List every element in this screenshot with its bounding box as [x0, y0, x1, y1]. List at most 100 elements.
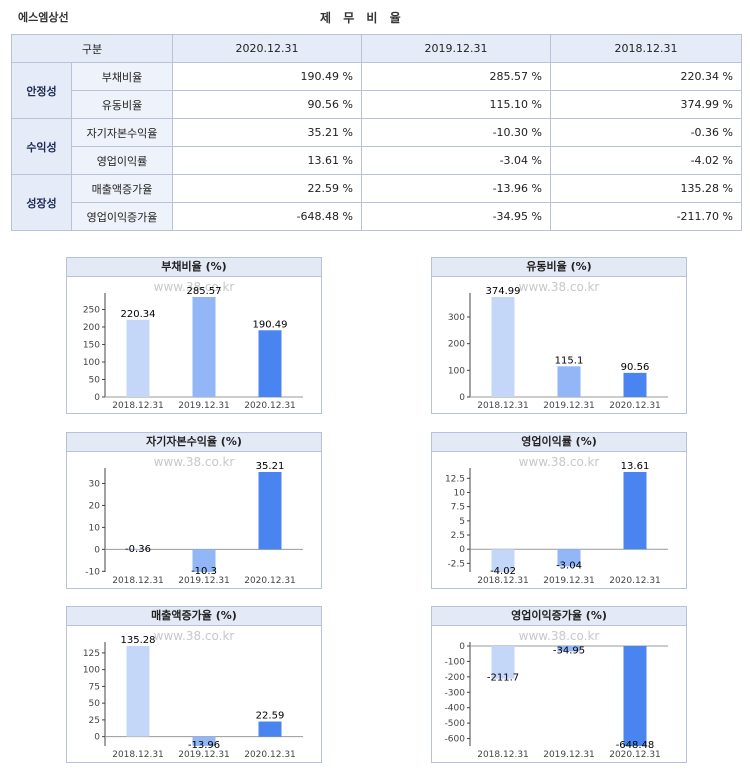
data-label: 90.56 [621, 362, 650, 373]
financial-ratio-table: 구분 2020.12.31 2019.12.31 2018.12.31 안정성 … [11, 34, 742, 231]
row-label: 매출액증가율 [71, 174, 173, 203]
y-tick-label: -200 [445, 673, 466, 683]
data-label: -648.48 [616, 740, 655, 751]
header-category: 구분 [11, 34, 173, 63]
y-tick-label: 0 [459, 545, 465, 555]
table-cell: -648.48 % [172, 202, 362, 231]
chart-plot: www.38.co.kr 0 50 100 150 200 250 220.34 2018.12… [83, 280, 303, 411]
table-cell: -0.36 % [550, 118, 742, 147]
data-label: -4.02 [490, 566, 516, 577]
y-tick-label: 5 [459, 517, 465, 527]
y-tick-label: 25 [89, 716, 100, 726]
x-tick-label: 2018.12.31 [477, 401, 529, 411]
row-label: 자기자본수익율 [71, 118, 173, 147]
x-tick-label: 2020.12.31 [244, 401, 296, 411]
chart-plot: www.38.co.kr 0 25 50 75 100 125 135.28 2018.12.3… [83, 629, 303, 760]
table-row: 성장성 매출액증가율 22.59 % -13.96 % 135.28 % [11, 174, 742, 231]
bar [192, 549, 216, 572]
x-tick-label: 2020.12.31 [244, 576, 296, 586]
x-tick-label: 2018.12.31 [112, 750, 164, 760]
watermark: www.38.co.kr [154, 455, 235, 469]
bar [623, 646, 647, 746]
chart-operating-profit-growth: 영업이익증가율 (%) www.38.co.kr 0 -100 -200 -300 -40… [431, 606, 687, 763]
watermark: www.38.co.kr [154, 629, 235, 643]
y-tick-label: 50 [89, 699, 101, 709]
table-cell: 90.56 % [172, 90, 362, 119]
data-label: 135.28 [121, 635, 156, 646]
y-tick-label: 100 [448, 366, 465, 376]
x-tick-label: 2018.12.31 [477, 750, 529, 760]
x-tick-label: 2020.12.31 [609, 576, 661, 586]
data-label: 115.1 [555, 355, 584, 366]
group-label: 안정성 [11, 62, 72, 119]
y-tick-label: -500 [445, 719, 466, 729]
x-tick-label: 2019.12.31 [178, 750, 230, 760]
y-tick-label: -2.5 [447, 559, 465, 569]
bar [126, 319, 150, 397]
y-tick-label: -300 [445, 688, 466, 698]
table-cell: -10.30 % [361, 118, 551, 147]
bar [126, 646, 150, 737]
bar [192, 297, 216, 397]
data-label: 13.61 [621, 461, 650, 472]
table-row: 수익성 자기자본수익율 35.21 % -10.30 % -0.36 % [11, 118, 742, 175]
chart-plot: www.38.co.kr -2.5 0 2.5 5 7.5 10 12.5 -4.022018.… [445, 455, 668, 586]
x-tick-label: 2019.12.31 [543, 401, 595, 411]
chart-title: 유동비율 (%) [432, 258, 686, 277]
y-tick-label: 75 [89, 682, 100, 692]
x-tick-label: 2018.12.31 [112, 401, 164, 411]
table-cell: 22.59 % [172, 174, 362, 203]
x-tick-label: 2018.12.31 [112, 576, 164, 586]
x-tick-label: 2018.12.31 [477, 576, 529, 586]
y-tick-label: 0 [94, 545, 100, 555]
table-cell: -3.04 % [361, 146, 551, 175]
chart-title: 자기자본수익율 (%) [67, 433, 321, 452]
table-cell: 13.61 % [172, 146, 362, 175]
y-tick-label: 250 [83, 305, 100, 315]
y-tick-label: 2.5 [451, 531, 465, 541]
table-cell: 190.49 % [172, 62, 362, 91]
watermark: www.38.co.kr [519, 280, 600, 294]
chart-sales-growth: 매출액증가율 (%) www.38.co.kr 0 25 50 75 100 125 135.… [66, 606, 322, 763]
x-tick-label: 2019.12.31 [543, 750, 595, 760]
y-tick-label: 125 [83, 649, 100, 659]
y-tick-label: -600 [445, 735, 466, 745]
table-cell: 374.99 % [550, 90, 742, 119]
data-label: -211.7 [487, 673, 519, 684]
table-row: 영업이익증가율 -648.48 % -34.95 % -211.70 % [12, 202, 742, 231]
bar [491, 646, 515, 679]
y-tick-label: -10 [85, 567, 100, 577]
y-tick-label: -400 [445, 704, 466, 714]
chart-title: 영업이익률 (%) [432, 433, 686, 452]
y-tick-label: 7.5 [451, 503, 465, 513]
table-cell: 35.21 % [172, 118, 362, 147]
bar [557, 549, 581, 567]
y-tick-label: 300 [448, 313, 465, 323]
chart-plot: www.38.co.kr 0 -100 -200 -300 -400 -500 -600 -21… [445, 629, 668, 760]
table-cell: 285.57 % [361, 62, 551, 91]
bar [623, 372, 647, 397]
x-tick-label: 2020.12.31 [244, 750, 296, 760]
y-tick-label: -100 [445, 657, 466, 667]
x-tick-label: 2020.12.31 [609, 401, 661, 411]
table-cell: 220.34 % [550, 62, 742, 91]
table-cell: 135.28 % [550, 174, 742, 203]
bar [557, 646, 581, 652]
data-label: 22.59 [256, 711, 285, 722]
data-label: -0.36 [125, 544, 151, 555]
chart-roe: 자기자본수익율 (%) www.38.co.kr -10 0 10 20 30 -0.36 2… [66, 432, 322, 589]
row-label: 부채비율 [71, 62, 173, 91]
bar [126, 549, 150, 551]
row-label: 영업이익증가율 [71, 202, 173, 231]
chart-current-ratio: 유동비율 (%) www.38.co.kr 0 100 200 300 374.99 201… [431, 257, 687, 414]
bar [557, 366, 581, 397]
data-label: -34.95 [553, 645, 585, 656]
bar [258, 721, 282, 737]
header-2019: 2019.12.31 [361, 34, 551, 63]
y-tick-label: 150 [83, 340, 100, 350]
watermark: www.38.co.kr [519, 629, 600, 643]
y-tick-label: 200 [83, 323, 100, 333]
chart-title: 부채비율 (%) [67, 258, 321, 277]
data-label: 35.21 [256, 461, 285, 472]
bar [258, 472, 282, 550]
